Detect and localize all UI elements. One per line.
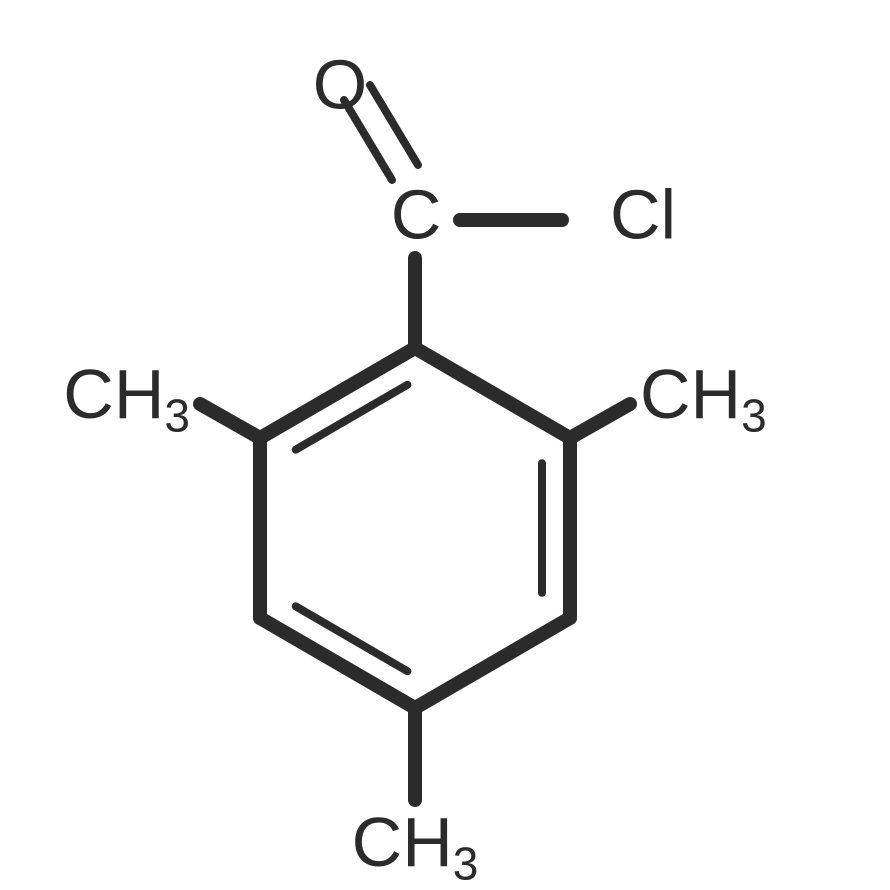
atom-C: C bbox=[391, 175, 442, 253]
atom-CH3-left: CH3 bbox=[63, 355, 190, 441]
atom-Cl: Cl bbox=[610, 175, 676, 253]
atom-O: O bbox=[313, 45, 367, 123]
molecule-diagram: OC Cl CH3 CH3 CH3 bbox=[0, 0, 890, 890]
atom-CH3-bottom: CH3 bbox=[352, 803, 479, 889]
atom-CH3-right: CH3 bbox=[640, 355, 767, 441]
